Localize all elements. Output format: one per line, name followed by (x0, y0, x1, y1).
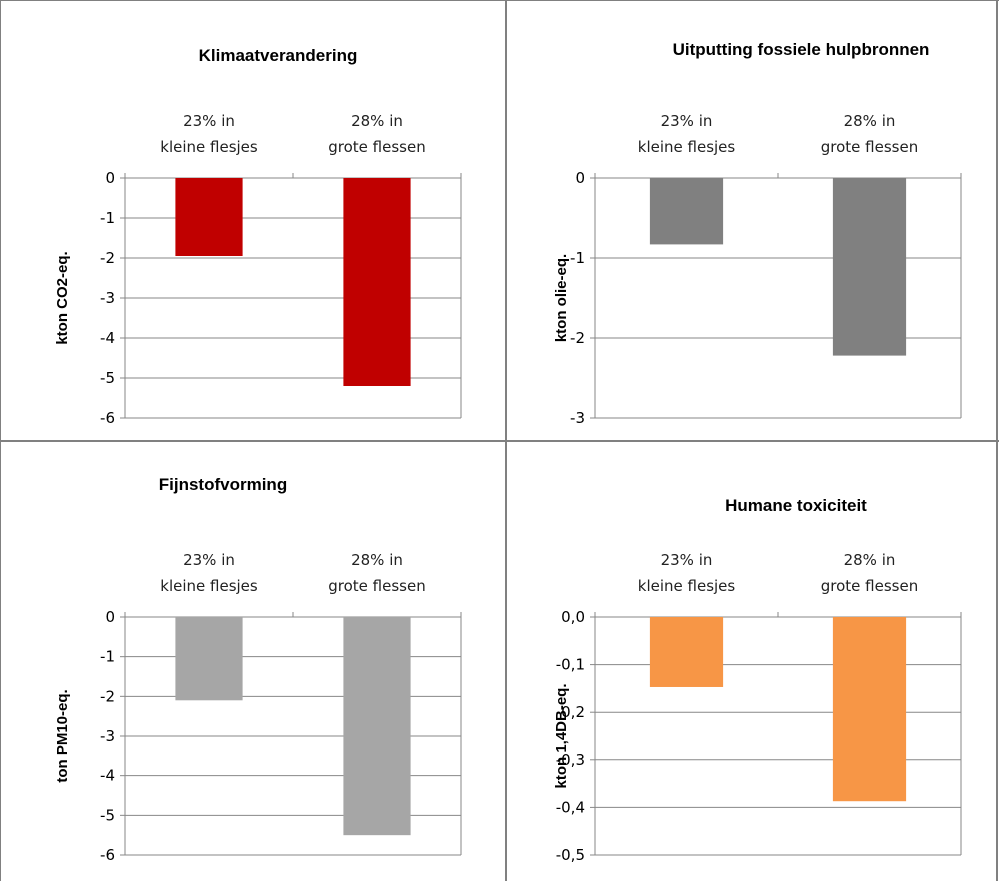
plot-area: 0 -1 -2 -3 -4 -5 -6 23% in kleine flesjes 28% in g… (100, 112, 462, 427)
x-category-label-line2: grote flessen (821, 138, 918, 156)
x-category-label-line2: grote flessen (821, 577, 918, 595)
plot-area: 0 -1 -2 -3 23% in kleine flesjes 28% in grote f… (570, 112, 962, 427)
y-tick-label: -2 (570, 329, 585, 347)
chart-humane-toxiciteit: Humane toxiciteit kton 1,4DB-eq. 0,0 -0,1… (553, 496, 962, 864)
y-tick-label: -0,5 (556, 846, 585, 864)
bar (832, 178, 907, 356)
y-tick-label: -1 (100, 648, 115, 666)
top-border (0, 0, 999, 1)
y-tick-label: -0,1 (556, 656, 585, 674)
x-category-label-line1: 28% in (844, 112, 896, 130)
y-tick-label: -3 (100, 727, 115, 745)
chart-uitputting-fossiele-hulpbronnen: Uitputting fossiele hulpbronnen kton oli… (553, 40, 962, 427)
chart-panel-uitputting: Uitputting fossiele hulpbronnen kton oli… (507, 1, 996, 440)
y-axis-label-group: kton 1,4DB-eq. (553, 683, 570, 788)
chart-panel-humane-toxiciteit: Humane toxiciteit kton 1,4DB-eq. 0,0 -0,1… (507, 442, 996, 881)
chart-title: Humane toxiciteit (725, 496, 867, 515)
x-category-label-line2: kleine flesjes (638, 577, 736, 595)
bar (649, 617, 724, 687)
y-tick-label: -5 (100, 369, 115, 387)
chart-panel-fijnstofvorming: Fijnstofvorming ton PM10-eq. 0 -1 -2 -3 -4 -5… (1, 442, 505, 881)
y-tick-label: -0,2 (556, 703, 585, 721)
y-tick-label: -3 (570, 409, 585, 427)
chart-klimaatverandering: Klimaatverandering kton CO2-eq. 0 -1 -2 -3 -… (54, 46, 462, 427)
chart-title: Klimaatverandering (199, 46, 358, 65)
y-tick-label: -5 (100, 806, 115, 824)
plot-area: 0,0 -0,1 -0,2 -0,3 -0,4 -0,5 23% in kleine fles… (556, 551, 962, 864)
bar (175, 178, 243, 256)
y-tick-label: -3 (100, 289, 115, 307)
y-tick-label: -4 (100, 329, 115, 347)
chart-fijnstofvorming: Fijnstofvorming ton PM10-eq. 0 -1 -2 -3 -4 -5… (54, 475, 462, 864)
bar (649, 178, 724, 245)
bar (343, 178, 411, 386)
bar (832, 617, 907, 802)
plot-area: 0 -1 -2 -3 -4 -5 -6 23% in kleine flesjes 28% in g… (100, 551, 462, 864)
y-tick-label: -2 (100, 249, 115, 267)
horizontal-divider (0, 440, 999, 442)
y-tick-label: 0 (105, 608, 115, 626)
y-axis-label: kton 1,4DB-eq. (553, 683, 570, 788)
left-border (0, 0, 1, 881)
chart-title: Fijnstofvorming (159, 475, 287, 494)
x-category-label-line2: grote flessen (328, 138, 425, 156)
y-tick-label: 0 (105, 169, 115, 187)
x-category-label-line1: 23% in (183, 551, 235, 569)
right-border (996, 0, 998, 881)
y-tick-label: -6 (100, 846, 115, 864)
y-tick-label: -1 (570, 249, 585, 267)
x-category-label-line1: 23% in (183, 112, 235, 130)
y-tick-label: -0,3 (556, 751, 585, 769)
x-category-label-line2: grote flessen (328, 577, 425, 595)
y-tick-label: -4 (100, 767, 115, 785)
x-category-label-line1: 23% in (661, 112, 713, 130)
bar (343, 617, 411, 836)
y-tick-label: -0,4 (556, 798, 585, 816)
y-axis-label-group: kton olie-eq. (553, 254, 570, 342)
y-tick-label: -6 (100, 409, 115, 427)
y-axis-label: kton CO2-eq. (54, 251, 71, 344)
x-category-label-line2: kleine flesjes (160, 138, 258, 156)
y-tick-label: 0,0 (561, 608, 585, 626)
y-axis-label: ton PM10-eq. (54, 689, 71, 782)
x-category-label-line2: kleine flesjes (638, 138, 736, 156)
chart-panel-klimaatverandering: Klimaatverandering kton CO2-eq. 0 -1 -2 -3 -… (1, 1, 505, 440)
x-category-label-line1: 28% in (351, 551, 403, 569)
x-category-label-line1: 23% in (661, 551, 713, 569)
x-category-label-line1: 28% in (351, 112, 403, 130)
y-tick-label: -1 (100, 209, 115, 227)
bar (175, 617, 243, 701)
x-category-label-line2: kleine flesjes (160, 577, 258, 595)
y-axis-label: kton olie-eq. (553, 254, 570, 342)
y-axis-label-group: ton PM10-eq. (54, 689, 71, 782)
chart-title: Uitputting fossiele hulpbronnen (673, 40, 930, 59)
x-category-label-line1: 28% in (844, 551, 896, 569)
y-tick-label: 0 (575, 169, 585, 187)
y-tick-label: -2 (100, 687, 115, 705)
y-axis-label-group: kton CO2-eq. (54, 251, 71, 344)
